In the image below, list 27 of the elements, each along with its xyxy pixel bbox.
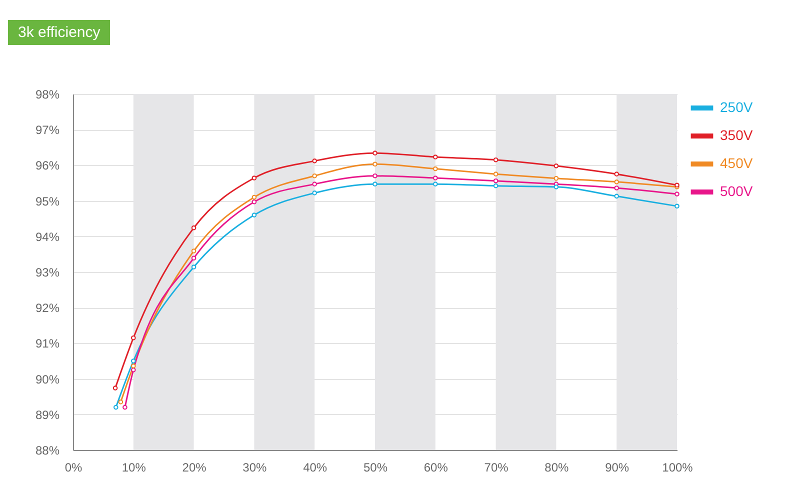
y-tick-label: 96%: [35, 158, 60, 173]
y-tick-label: 91%: [35, 336, 60, 351]
y-tick-label: 98%: [35, 88, 60, 102]
x-tick-label: 10%: [122, 460, 146, 474]
x-tick-label: 30%: [242, 460, 268, 474]
chart-title: 3k efficiency: [8, 20, 110, 45]
x-tick-label: 70%: [484, 460, 509, 474]
x-tick-label: 40%: [303, 460, 328, 474]
y-tick-label: 94%: [35, 230, 60, 244]
legend-label: 250V: [720, 99, 754, 115]
x-tick-label: 60%: [424, 460, 448, 474]
x-tick-label: 0%: [64, 460, 82, 474]
y-tick-label: 89%: [35, 408, 60, 422]
y-tick-label: 88%: [35, 444, 60, 458]
x-tick-label: 90%: [605, 460, 630, 474]
x-tick-label: 20%: [182, 460, 207, 474]
legend-label: 450V: [720, 155, 754, 171]
x-tick-label: 80%: [544, 460, 570, 474]
legend-label: 500V: [720, 183, 754, 199]
y-tick-label: 90%: [35, 372, 60, 386]
legend-label: 350V: [720, 127, 754, 143]
y-tick-label: 97%: [35, 123, 60, 138]
x-tick-label: 100%: [662, 460, 694, 474]
x-tick-label: 50%: [363, 460, 388, 474]
y-tick-label: 93%: [35, 266, 60, 280]
y-tick-label: 92%: [35, 301, 60, 316]
y-tick-label: 95%: [35, 194, 60, 208]
